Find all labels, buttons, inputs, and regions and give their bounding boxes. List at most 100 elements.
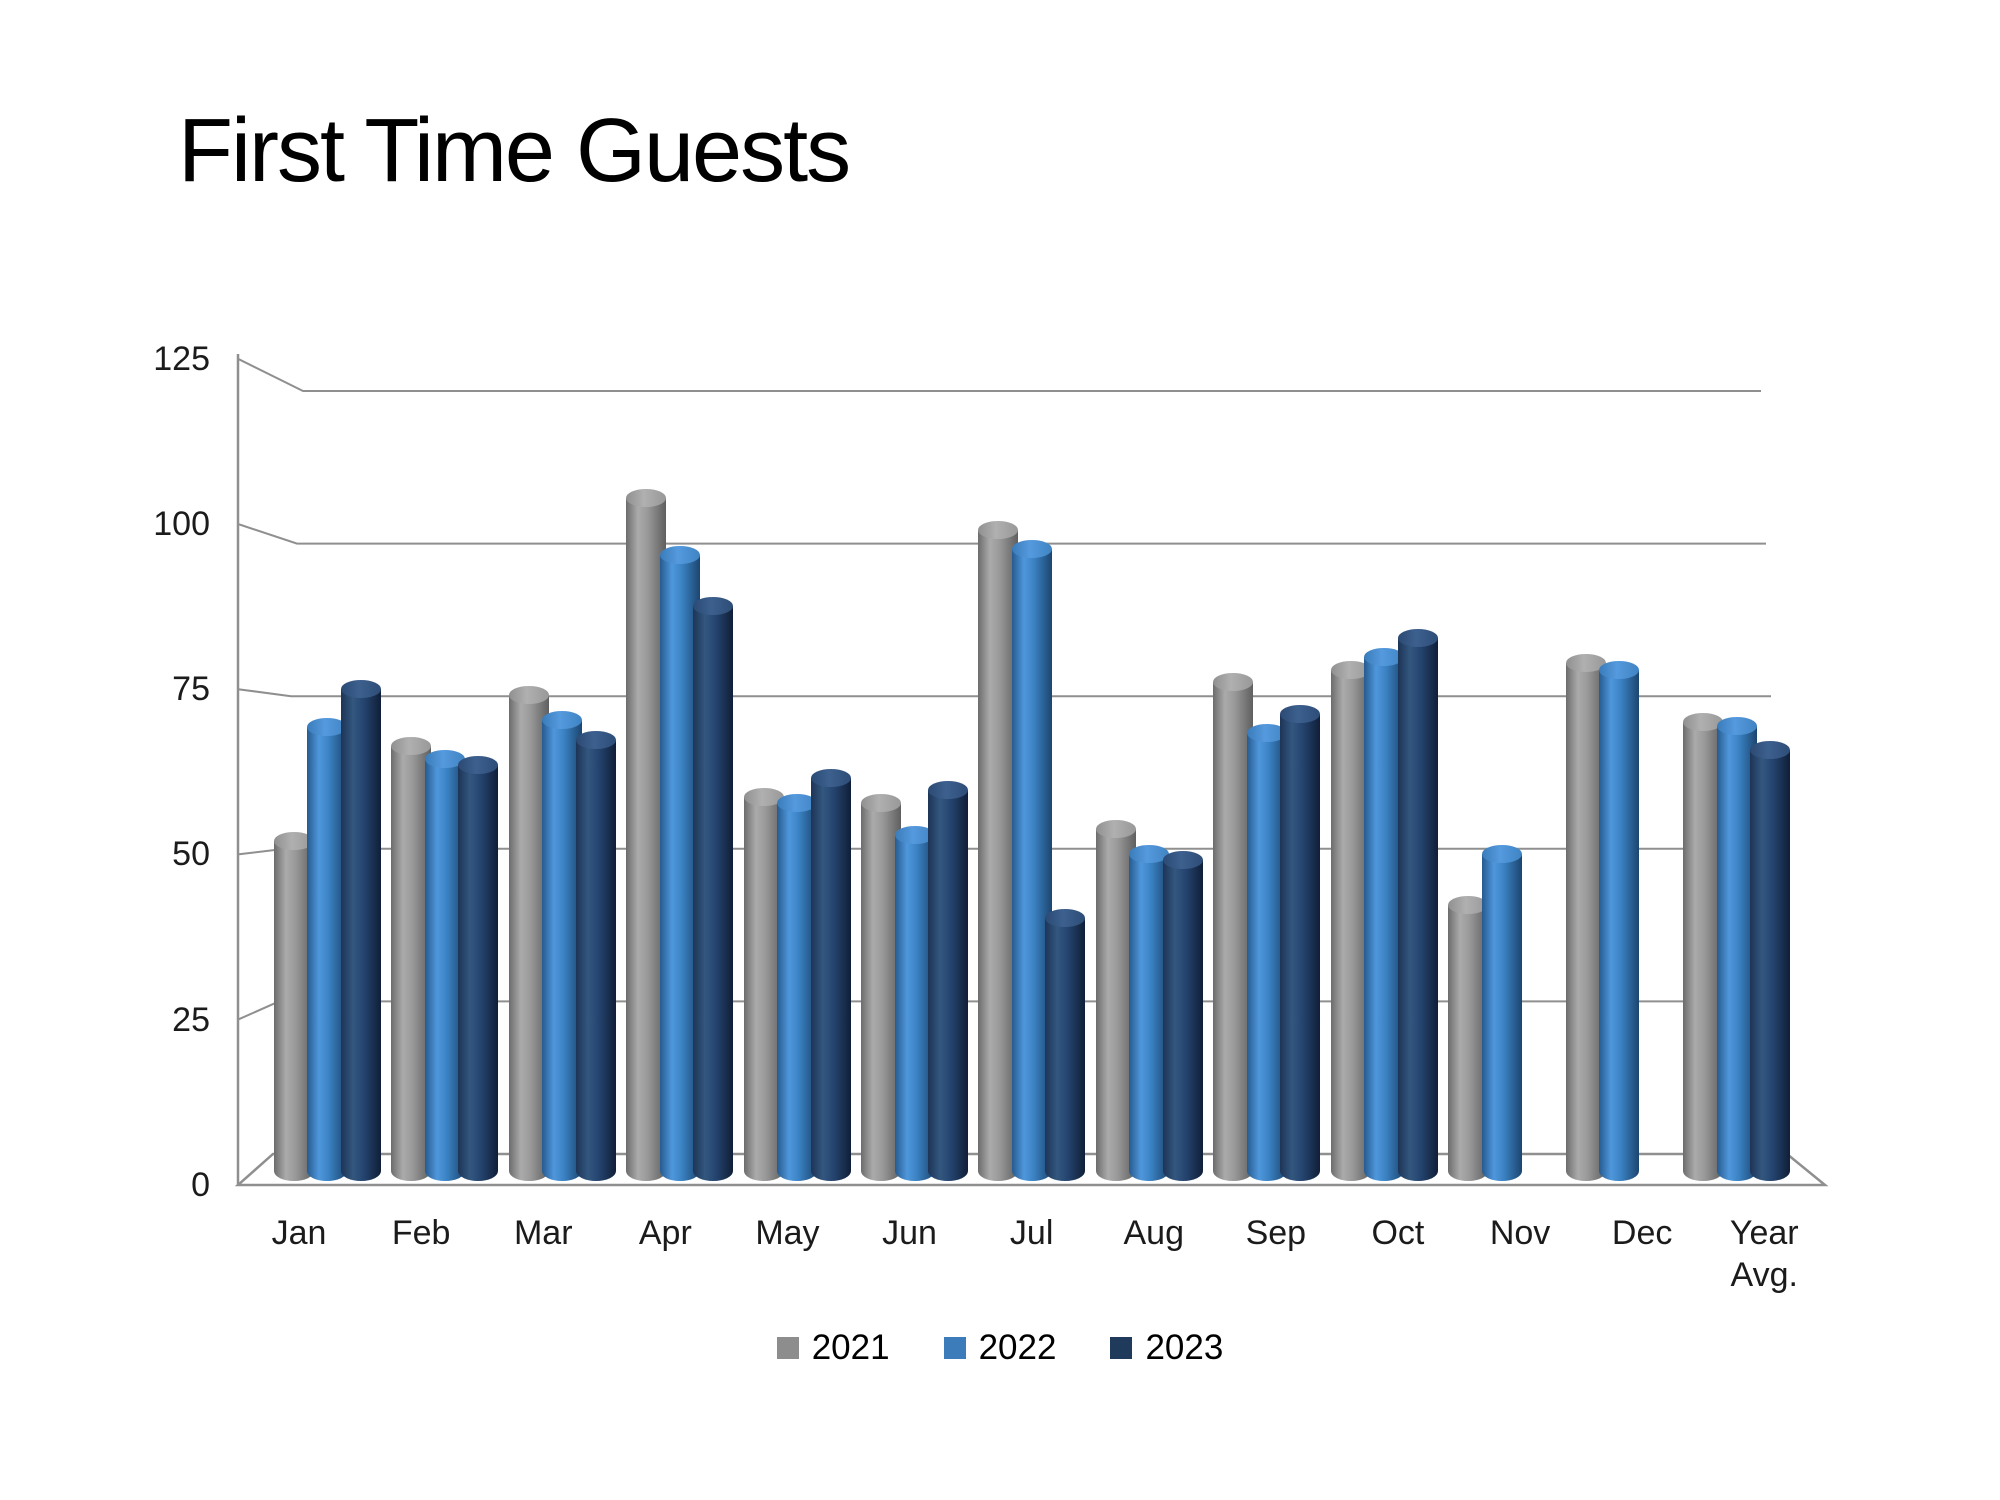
cylinder-top [1330,660,1371,679]
cylinder-body [928,790,968,1181]
cylinder-top [693,596,734,615]
cylinder-top [861,794,901,813]
cylinder-body [273,841,314,1181]
cylinder-top [894,825,935,844]
cylinder-top [1129,845,1170,863]
cylinder-top [1246,724,1287,743]
cylinder-body [1162,860,1203,1181]
cylinder-body [1213,682,1254,1181]
bar-2021-Jan [273,832,314,1181]
bar-2023-Apr [693,596,734,1181]
cylinder-body [575,739,616,1181]
cylinder-top [273,832,314,851]
cylinder-top [542,711,583,730]
cylinder-top [1162,851,1203,870]
bar-2022-Jan [307,717,348,1181]
bar-2022-Sep [1246,724,1287,1181]
cylinder-top [508,686,549,704]
bar-2022-Nov [1481,845,1522,1181]
x-axis-label: Dec [1611,1214,1673,1252]
cylinder-body [1481,854,1522,1181]
gridline [237,357,1761,392]
cylinder-top [1750,740,1791,759]
cylinder-body [1397,637,1438,1181]
cylinder-top [1095,819,1136,838]
cylinder-top [1448,895,1489,914]
x-axis-label: Feb [391,1214,451,1252]
gridline [237,688,1771,698]
cylinder-body [1129,854,1170,1181]
bar-2023-Jun [928,781,968,1181]
bar-2021-Mar [508,686,549,1181]
cylinder-top [1599,660,1640,679]
cylinder-top [1716,717,1757,736]
cylinder-top [1213,673,1254,692]
cylinder-top [743,787,784,806]
bar-2021-Nov [1448,895,1489,1181]
cylinder-body [1683,721,1724,1181]
x-axis-label: Jun [882,1214,937,1252]
bar-2021-Oct [1330,660,1371,1181]
cylinder-top [575,730,616,749]
cylinder-body [894,834,935,1181]
y-axis-label: 25 [172,1000,210,1039]
bar-2023-May [810,768,851,1181]
cylinder-body [1246,733,1287,1181]
cylinder-top [810,768,851,787]
bar-2021-YearAvg [1683,712,1724,1181]
cylinder-top [1364,647,1405,666]
legend-item-2021: 2021 [776,1328,890,1368]
legend-swatch-icon [776,1337,799,1359]
cylinder-body [340,688,381,1181]
cylinder-body [1599,669,1640,1181]
bar-2022-Oct [1364,647,1405,1181]
bar-2023-Oct [1397,628,1438,1181]
cylinder-body [424,758,465,1181]
cylinder-top [1683,712,1724,731]
cylinder-top [391,736,432,755]
bar-2023-Mar [575,730,616,1181]
x-axis-label: Apr [638,1214,692,1252]
cylinder-body [458,764,499,1181]
cylinder-body [1330,669,1371,1181]
bar-2022-Jun [894,825,935,1181]
cylinder-top [1011,539,1052,558]
legend-swatch-icon [1110,1337,1133,1359]
cylinder-body [391,745,432,1181]
y-axis-label: 75 [172,670,210,709]
cylinder-body [307,726,348,1181]
cylinder-body [1364,656,1405,1181]
cylinder-body [1045,917,1086,1181]
cylinder-top [307,717,348,736]
cylinder-body [861,803,901,1181]
cylinder-body [1750,749,1791,1181]
bar-2023-Sep [1280,705,1321,1181]
legend-item-2023: 2023 [1110,1328,1223,1368]
cylinder-top [1280,705,1321,724]
bar-2021-May [743,787,784,1181]
bar-2021-Dec [1565,654,1606,1181]
cylinder-top [626,488,667,507]
cylinder-body [693,605,734,1181]
gridline [237,523,1766,545]
cylinder-body [626,497,667,1181]
bar-2021-Jun [861,794,901,1181]
cylinder-body [542,720,583,1181]
cylinder-body [659,555,700,1181]
cylinder-body [810,777,851,1181]
bar-2022-Feb [424,749,465,1181]
cylinder-top [1045,908,1086,927]
bar-2022-Jul [1011,539,1052,1181]
cylinder-top [458,755,499,774]
bar-2022-Apr [659,546,700,1181]
x-axis-label: Jan [271,1214,327,1252]
cylinder-body [1095,828,1136,1181]
cylinder-top [1397,628,1438,647]
legend: 2021 2022 2023 [0,1328,2000,1368]
cylinder-body [777,803,818,1181]
cylinder-body [1565,663,1606,1181]
bar-2021-Aug [1095,819,1136,1181]
bar-2022-May [777,794,818,1181]
cylinder-top [1565,654,1606,673]
